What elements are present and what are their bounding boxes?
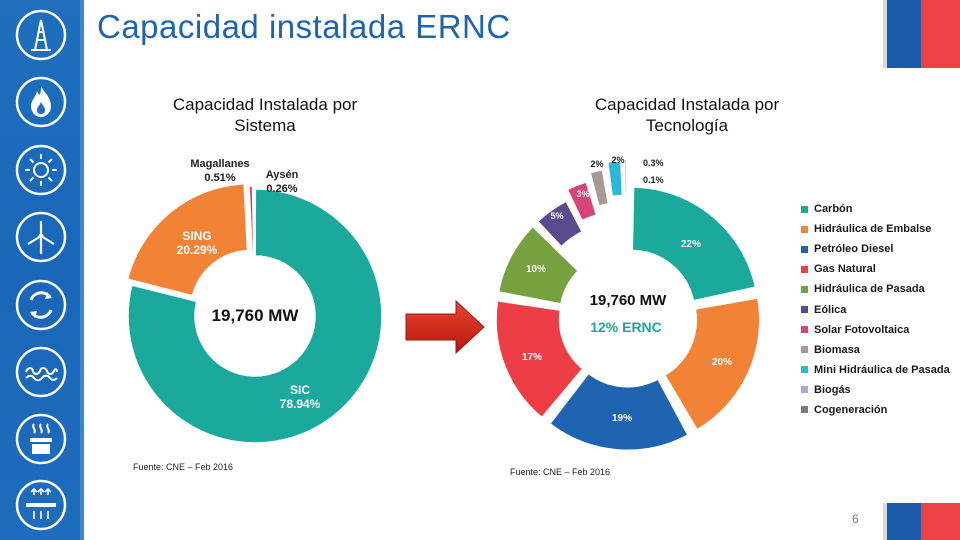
legend-swatch [801,326,808,334]
slice-label-gas-natural: 17% [522,352,542,363]
slice-label-sic: SIC 78.94% [280,383,321,411]
slice-label-carbon: 22% [681,239,701,250]
legend-label: Biomasa [814,343,860,356]
legend-item-hidraulica-de-pasada: Hidráulica de Pasada [801,279,950,299]
slice-label-mini-hidraulica-de-pasada: 2% [611,155,624,165]
recycle-icon [15,279,67,331]
legend-swatch [801,366,808,374]
slide-title: Capacidad instalada ERNC [97,8,511,45]
slice-label-aysen: Aysén 0.26% [266,169,299,195]
solar-panel-icon [15,479,67,531]
slice-sing [126,182,249,297]
center-sublabel-ernc: 12% ERNC [590,319,662,335]
center-label-tecnologia: 19,760 MW [590,292,668,309]
sidebar [0,0,84,540]
slice-solar-fotovoltaica [566,181,597,221]
right-source-note: Fuente: CNE – Feb 2016 [510,467,611,477]
slice-label-magallanes: Magallanes 0.51% [190,158,249,184]
slice-label-cogeneracion: 0.1% [643,175,664,185]
legend-label: Mini Hidráulica de Pasada [814,363,950,376]
legend-item-cogeneracion: Cogeneración [801,400,950,420]
slice-biomasa [589,169,609,207]
legend-label: Cogeneración [814,403,888,416]
slice-sic [127,188,383,444]
legend-item-biomasa: Biomasa [801,340,950,360]
slice-gas-natural [495,300,583,418]
legend-label: Hidráulica de Pasada [814,283,925,296]
legend: Carbón Hidráulica de Embalse Petróleo Dies… [801,199,950,420]
slice-carbon [632,186,756,302]
legend-item-gas-natural: Gas Natural [801,259,950,279]
legend-label: Gas Natural [814,263,876,276]
geothermal-icon [15,413,67,465]
slice-cogeneracion [626,159,629,195]
legend-swatch [801,406,808,414]
slice-biogas [624,159,628,195]
legend-swatch [801,386,808,394]
slice-petroleo-diesel [549,373,689,451]
slice-label-biogas: 0.3% [643,158,664,168]
left-chart-subtitle: Capacidad Instalada por Sistema [172,95,358,135]
slice-label-petroleo-diesel: 19% [612,413,632,424]
legend-item-carbon: Carbón [801,199,950,219]
left-source-note: Fuente: CNE – Feb 2016 [133,462,234,472]
legend-swatch [801,225,808,233]
slice-label-hidraulica-de-pasada: 10% [526,264,546,275]
legend-label: Petróleo Diesel [814,243,894,256]
chile-flag-bottom [883,503,960,540]
slice-label-hidraulica-de-embalse: 20% [712,357,732,368]
donut-chart-tecnologia: 22% 20% 19% 17% 10% 5% 3% 2% 2% 0.3% 0.1% 19,760 MW… [495,155,760,451]
legend-label: Solar Fotovoltaica [814,323,910,336]
slice-aysen [252,185,256,254]
page-number: 6 [852,512,859,526]
legend-item-hidraulica-de-embalse: Hidráulica de Embalse [801,219,950,239]
legend-item-mini-hidraulica-de-pasada: Mini Hidráulica de Pasada [801,360,950,380]
legend-item-biogas: Biogás [801,380,950,400]
right-chart-subtitle: Capacidad Instalada por Tecnología [594,95,780,135]
arrow-right-icon [405,299,485,355]
legend-label: Biogás [814,383,851,396]
legend-label: Hidráulica de Embalse [814,223,932,236]
slice-hidraulica-de-embalse [664,297,760,431]
slice-hidraulica-de-pasada [498,226,579,305]
legend-item-petroleo-diesel: Petróleo Diesel [801,239,950,259]
legend-item-solar-fotovoltaica: Solar Fotovoltaica [801,320,950,340]
center-label-sistema: 19,760 MW [212,306,300,325]
legend-swatch [801,245,808,253]
legend-swatch [801,346,808,354]
legend-label: Eólica [814,303,847,316]
wind-turbine-icon [15,211,67,263]
sidebar-edge [80,0,84,540]
oil-rig-icon [15,9,67,61]
slice-label-solar-fotovoltaica: 3% [576,189,589,199]
waves-icon [15,346,67,398]
sun-icon [15,144,67,196]
legend-swatch [801,205,808,213]
legend-swatch [801,285,808,293]
slice-label-eolica: 5% [550,211,563,221]
slice-mini-hidraulica-de-pasada [607,160,623,197]
legend-swatch [801,306,808,314]
slice-label-sing: SING 20.29% [177,229,218,257]
legend-swatch [801,265,808,273]
slice-eolica [537,200,583,247]
chile-flag-top [883,0,960,68]
slice-label-biomasa: 2% [590,159,603,169]
legend-label: Carbón [814,203,853,216]
legend-item-eolica: Eólica [801,299,950,319]
donut-chart-sistema: SIC 78.94% SING 20.29% Magallanes 0.51% Aysén 0… [126,158,383,444]
flame-icon [15,76,67,128]
